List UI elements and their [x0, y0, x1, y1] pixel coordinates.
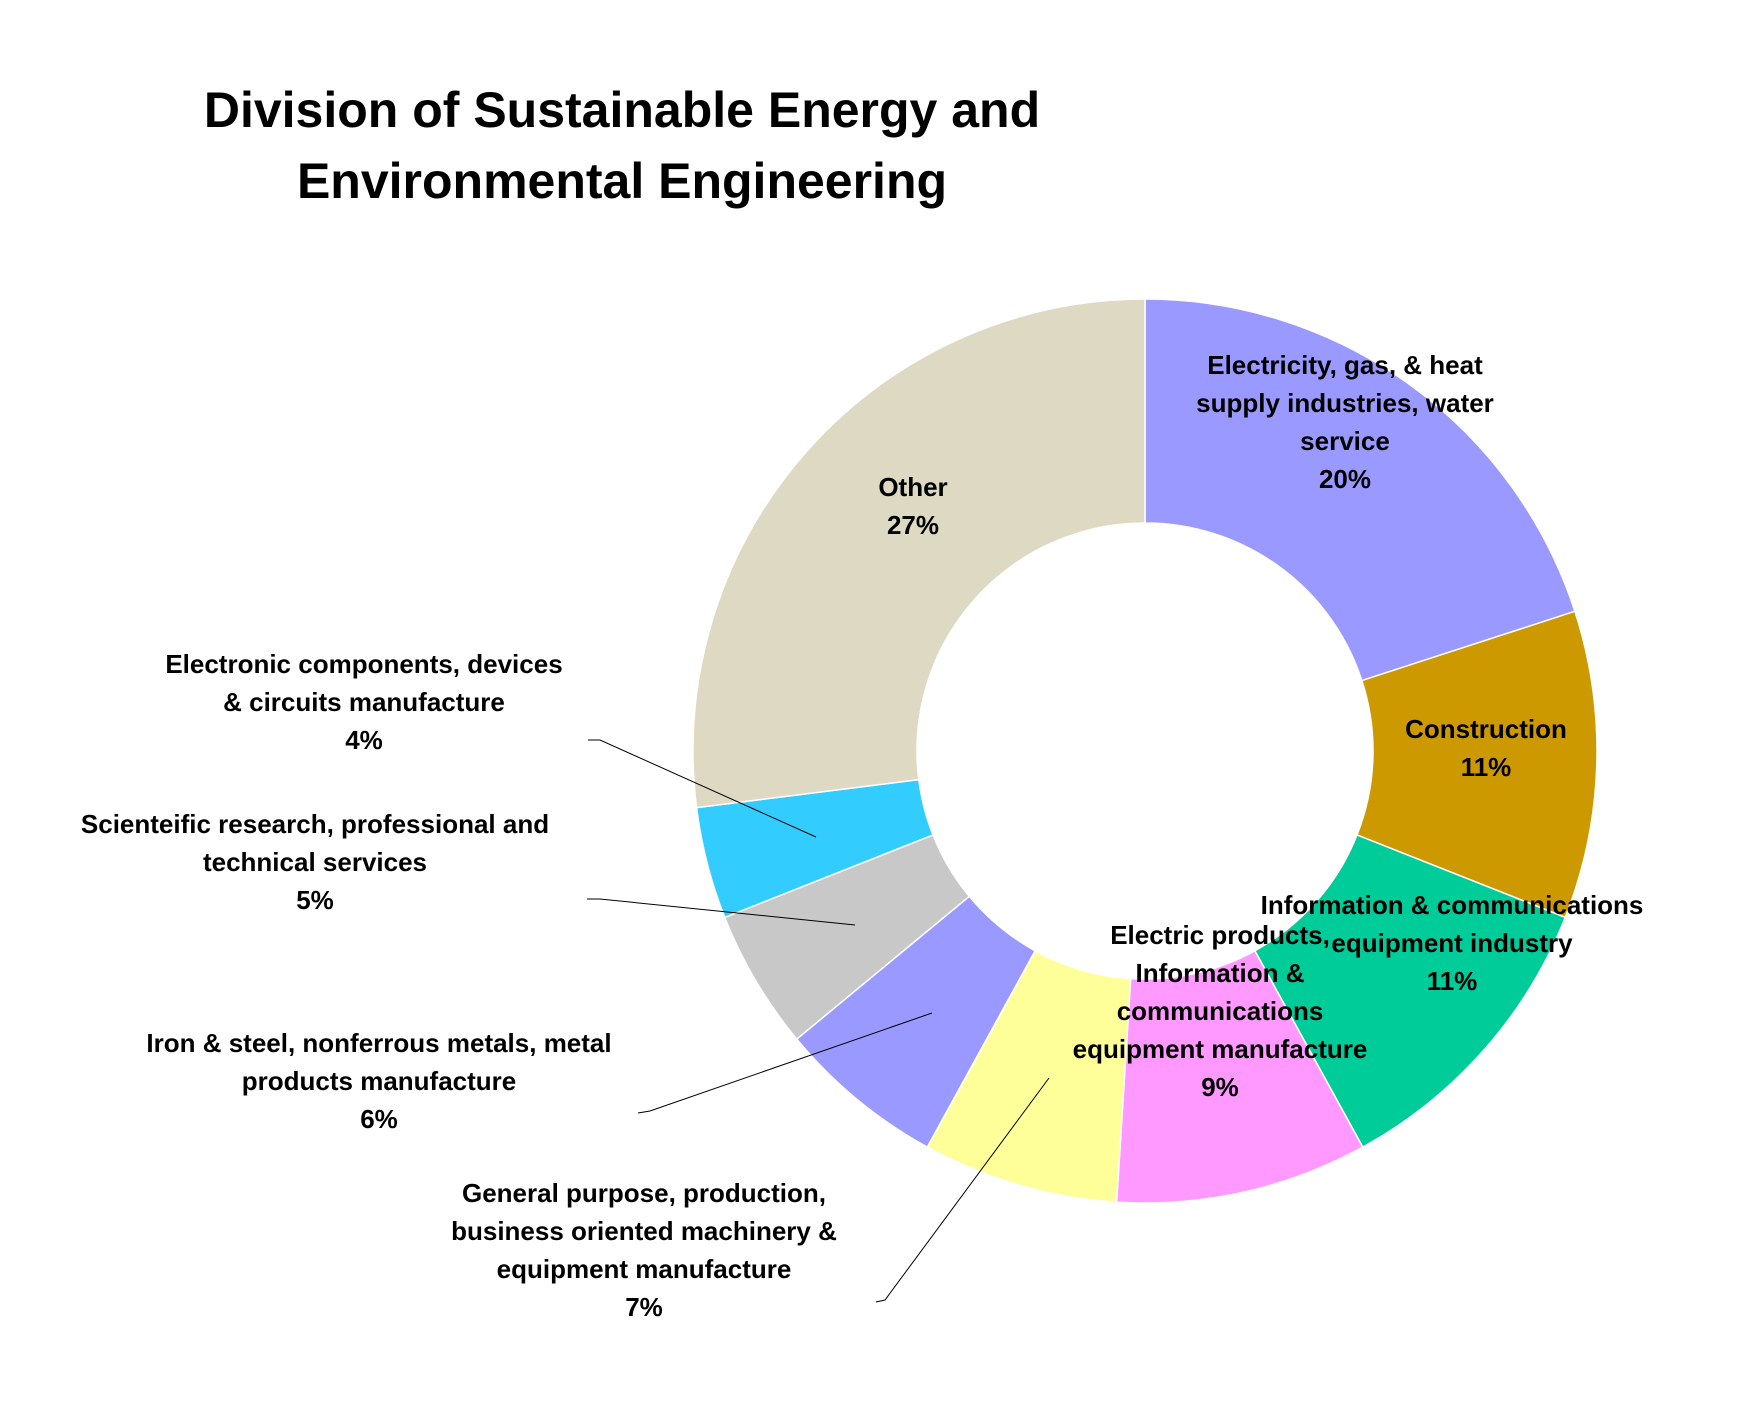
data-label-category: Information & communications: [1261, 890, 1644, 920]
data-label-category: communications: [1117, 996, 1324, 1026]
data-label-percent: 4%: [345, 725, 383, 755]
data-label-5: Iron & steel, nonferrous metals, metal pr…: [146, 1028, 611, 1134]
leader-lines: [587, 739, 1050, 1303]
data-label-7: Electronic components, devices & circuits…: [165, 649, 562, 755]
chart-title-line: Division of Sustainable Energy and: [204, 82, 1040, 138]
data-label-3: Electric products, Information & communica…: [1073, 920, 1368, 1102]
slice-8: [692, 298, 1146, 809]
doughnut-slices: [692, 298, 1598, 1204]
data-label-category: Scienteific research, professional and: [81, 809, 549, 839]
leader-line-7: [588, 739, 817, 838]
data-label-8: Other 27%: [878, 472, 947, 540]
data-label-percent: 9%: [1201, 1072, 1239, 1102]
data-label-category: equipment manufacture: [497, 1254, 792, 1284]
slice-2: [1253, 833, 1567, 1149]
leader-line-6: [587, 898, 856, 926]
data-label-category: Electronic components, devices: [165, 649, 562, 679]
data-label-category: Electric products,: [1110, 920, 1330, 950]
data-label-percent: 5%: [296, 885, 334, 915]
data-label-category: Iron & steel, nonferrous metals, metal: [146, 1028, 611, 1058]
data-label-category: equipment industry: [1331, 928, 1573, 958]
data-label-0: Electricity, gas, & heat supply industrie…: [1196, 350, 1494, 494]
data-label-6: Scienteific research, professional and te…: [81, 809, 549, 915]
data-label-category: technical services: [203, 847, 427, 877]
leader-line-4: [875, 1077, 1050, 1303]
data-label-percent: 7%: [625, 1292, 663, 1322]
data-label-category: business oriented machinery &: [451, 1216, 837, 1246]
slice-0: [1144, 298, 1576, 682]
data-label-category: Construction: [1405, 714, 1567, 744]
leader-line-5: [637, 1012, 933, 1114]
data-label-percent: 6%: [360, 1104, 398, 1134]
data-label-percent: 27%: [887, 510, 939, 540]
data-label-1: Construction 11%: [1405, 714, 1567, 782]
data-label-category: service: [1300, 426, 1390, 456]
data-label-category: General purpose, production,: [462, 1178, 826, 1208]
data-label-category: products manufacture: [242, 1066, 517, 1096]
data-label-percent: 11%: [1427, 966, 1478, 996]
data-label-category: supply industries, water: [1196, 388, 1494, 418]
data-labels: Electricity, gas, & heat supply industrie…: [81, 350, 1644, 1322]
data-label-category: & circuits manufacture: [223, 687, 505, 717]
chart-title-line: Environmental Engineering: [297, 153, 947, 209]
data-label-percent: 20%: [1319, 464, 1371, 494]
slice-1: [1356, 610, 1598, 919]
data-label-category: equipment manufacture: [1073, 1034, 1368, 1064]
data-label-2: Information & communications equipment in…: [1261, 890, 1644, 996]
data-label-category: Information &: [1136, 958, 1305, 988]
chart-title: Division of Sustainable Energy and Enviro…: [204, 82, 1040, 209]
data-label-category: Other: [878, 472, 947, 502]
data-label-percent: 11%: [1461, 752, 1512, 782]
data-label-4: General purpose, production, business ori…: [451, 1178, 837, 1322]
data-label-category: Electricity, gas, & heat: [1207, 350, 1483, 380]
